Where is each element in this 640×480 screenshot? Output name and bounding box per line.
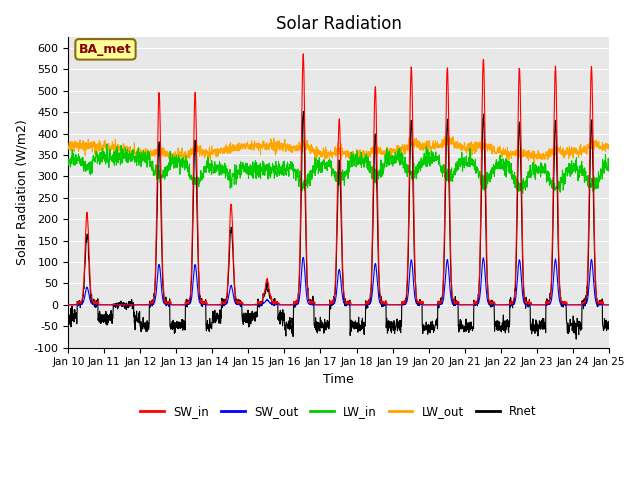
LW_in	[355, 156, 362, 161]
SW_in	[216, 302, 223, 308]
SW_out	[215, 301, 223, 307]
LW_out	[65, 145, 72, 151]
Line: SW_in: SW_in	[68, 54, 609, 305]
LW_in	[573, 155, 580, 161]
Rnet	[355, 321, 362, 326]
Rnet	[496, 319, 504, 325]
SW_in	[65, 302, 72, 308]
SW_in	[300, 51, 307, 57]
LW_out	[441, 134, 449, 140]
Text: BA_met: BA_met	[79, 43, 132, 56]
Line: LW_out: LW_out	[68, 137, 609, 164]
LW_in	[519, 191, 527, 196]
Y-axis label: Solar Radiation (W/m2): Solar Radiation (W/m2)	[15, 120, 28, 265]
Rnet	[65, 322, 72, 328]
LW_out	[366, 151, 374, 156]
SW_in	[557, 299, 565, 305]
LW_out	[531, 161, 538, 167]
LW_out	[573, 150, 580, 156]
Rnet	[366, 296, 374, 301]
SW_out	[65, 302, 72, 308]
SW_out	[355, 302, 362, 308]
Line: SW_out: SW_out	[68, 257, 609, 305]
Rnet	[572, 336, 580, 342]
Title: Solar Radiation: Solar Radiation	[276, 15, 401, 33]
Rnet	[605, 324, 612, 330]
X-axis label: Time: Time	[323, 373, 354, 386]
Rnet	[557, 302, 565, 308]
LW_in	[216, 172, 223, 178]
LW_out	[605, 146, 612, 152]
SW_in	[355, 302, 362, 308]
SW_in	[496, 302, 504, 308]
SW_out	[557, 301, 565, 307]
SW_out	[366, 301, 374, 307]
Line: LW_in: LW_in	[68, 144, 609, 193]
LW_in	[65, 162, 72, 168]
Rnet	[573, 323, 580, 329]
LW_in	[496, 160, 504, 166]
SW_in	[573, 302, 580, 308]
LW_out	[215, 150, 223, 156]
LW_in	[103, 142, 111, 147]
SW_out	[605, 302, 612, 308]
SW_in	[605, 302, 612, 308]
Legend: SW_in, SW_out, LW_in, LW_out, Rnet: SW_in, SW_out, LW_in, LW_out, Rnet	[136, 400, 541, 422]
LW_out	[354, 153, 362, 158]
SW_out	[572, 302, 580, 308]
SW_in	[366, 295, 374, 300]
LW_out	[496, 143, 504, 149]
LW_out	[557, 148, 565, 154]
SW_out	[496, 302, 504, 308]
Rnet	[300, 108, 307, 114]
Line: Rnet: Rnet	[68, 111, 609, 339]
LW_in	[366, 158, 374, 164]
SW_out	[300, 254, 307, 260]
LW_in	[557, 176, 565, 182]
Rnet	[215, 320, 223, 326]
SW_in	[95, 302, 103, 308]
LW_in	[605, 164, 612, 170]
